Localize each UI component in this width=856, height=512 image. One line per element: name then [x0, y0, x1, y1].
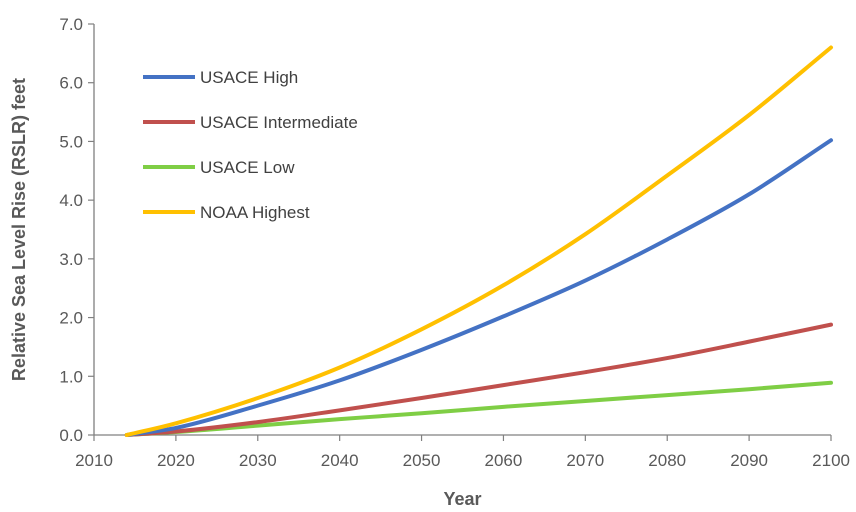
legend-label: NOAA Highest [200, 203, 310, 222]
x-tick-label: 2100 [812, 451, 850, 470]
y-tick-label: 6.0 [59, 74, 83, 93]
y-tick-labels: 0.0 1.0 2.0 3.0 4.0 5.0 6.0 7.0 [59, 15, 83, 445]
x-tick-label: 2080 [648, 451, 686, 470]
legend-label: USACE Low [200, 158, 295, 177]
x-tick-label: 2060 [485, 451, 523, 470]
series-line-0 [124, 138, 833, 437]
x-tick-label: 2070 [566, 451, 604, 470]
y-tick-label: 7.0 [59, 15, 83, 34]
series-line-3 [124, 45, 833, 437]
x-tick-label: 2020 [157, 451, 195, 470]
x-tick-label: 2090 [730, 451, 768, 470]
legend: USACE High USACE Intermediate USACE Low NOA… [143, 68, 358, 222]
legend-label: USACE Intermediate [200, 113, 358, 132]
series-lines [124, 45, 833, 437]
x-tick-label: 2050 [403, 451, 441, 470]
y-tick-label: 0.0 [59, 426, 83, 445]
y-tick-label: 1.0 [59, 367, 83, 386]
x-tick-label: 2030 [239, 451, 277, 470]
legend-label: USACE High [200, 68, 298, 87]
y-tick-label: 2.0 [59, 309, 83, 328]
y-axis-title: Relative Sea Level Rise (RSLR) feet [9, 78, 29, 381]
x-axis-title: Year [443, 489, 481, 509]
y-tick-label: 5.0 [59, 132, 83, 151]
y-tick-label: 4.0 [59, 191, 83, 210]
series-line-1 [124, 322, 833, 437]
series-line-2 [124, 380, 833, 437]
axes [88, 23, 832, 441]
x-tick-labels: 2010 2020 2030 2040 2050 2060 2070 2080 2090 2100 [75, 451, 850, 470]
x-tick-label: 2040 [321, 451, 359, 470]
y-tick-label: 3.0 [59, 250, 83, 269]
x-tick-label: 2010 [75, 451, 113, 470]
